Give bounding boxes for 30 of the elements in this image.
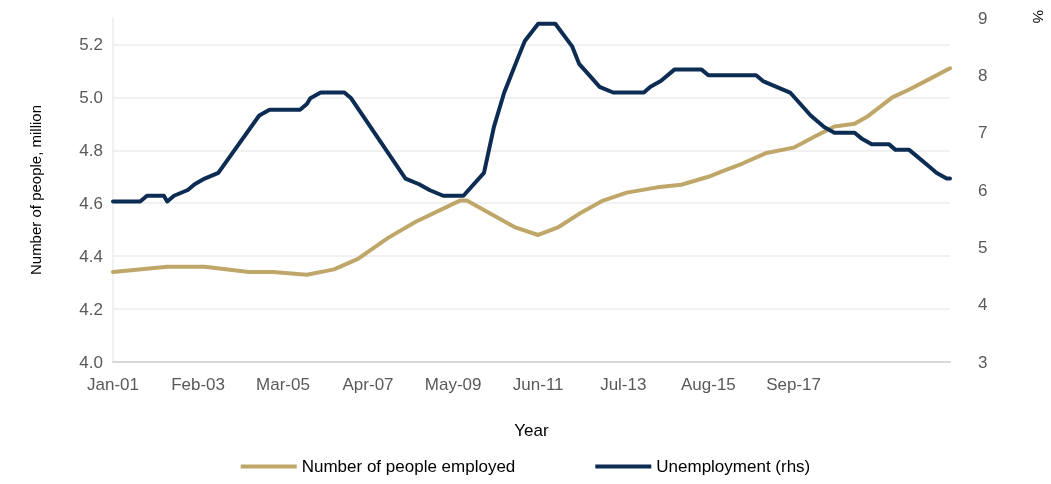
y2-tick-label: 4 xyxy=(978,295,988,315)
x-tick-label: Aug-15 xyxy=(680,375,736,394)
legend-label: Number of people employed xyxy=(301,457,516,476)
x-tick-label: May-09 xyxy=(424,375,482,394)
y-axis-title: Number of people, million xyxy=(27,104,44,276)
y2-tick-label: 3 xyxy=(978,352,988,372)
x-tick-label: Feb-03 xyxy=(171,375,226,394)
x-axis-title: Year xyxy=(514,421,550,440)
y-tick-label: 4.8 xyxy=(79,140,103,160)
legend-label: Unemployment (rhs) xyxy=(656,457,811,476)
y2-tick-label: 7 xyxy=(978,123,988,143)
y-tick-label: 4.2 xyxy=(79,299,103,319)
x-tick-label: Mar-05 xyxy=(256,375,310,394)
x-tick-label: Jun-11 xyxy=(512,375,564,394)
line-series xyxy=(111,21,952,204)
y-tick-label: 4.0 xyxy=(79,352,103,372)
x-tick-label: Apr-07 xyxy=(342,375,394,394)
y2-tick-label: 9 xyxy=(978,8,988,28)
y-tick-label: 5.2 xyxy=(79,34,103,54)
y2-tick-label: 8 xyxy=(978,65,988,85)
y-tick-label: 4.6 xyxy=(79,193,103,213)
x-tick-label: Jan-01 xyxy=(87,375,139,394)
y-tick-label: 5.0 xyxy=(79,87,103,107)
y2-tick-label: 6 xyxy=(978,180,988,200)
y2-axis-title: % xyxy=(1029,10,1047,24)
x-tick-label: Jul-13 xyxy=(600,375,647,394)
y-tick-label: 4.4 xyxy=(79,246,103,266)
line-series xyxy=(111,66,952,277)
x-tick-label: Sep-17 xyxy=(766,375,821,394)
y2-tick-label: 5 xyxy=(978,237,988,257)
